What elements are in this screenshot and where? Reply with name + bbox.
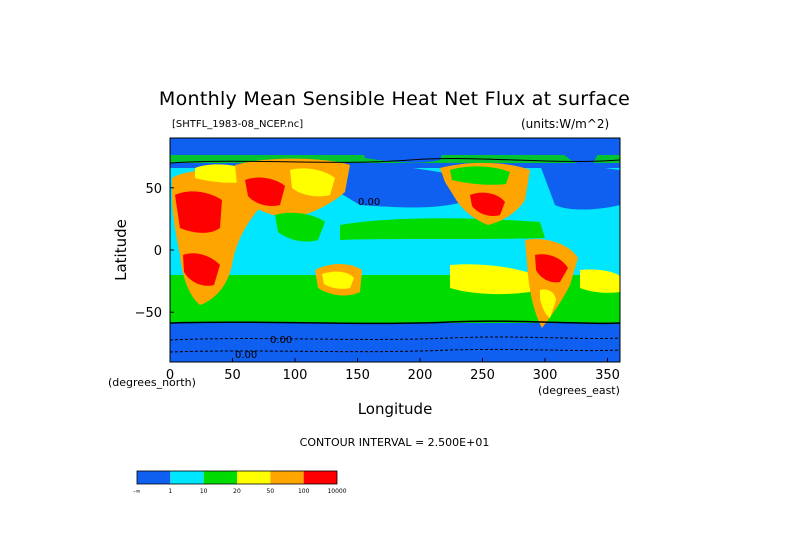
contour-line-south bbox=[170, 320, 620, 325]
contour-line-north bbox=[170, 158, 620, 164]
y-tick-label: 0 bbox=[154, 244, 162, 259]
x-tick-label: 200 bbox=[408, 368, 433, 383]
x-tick-label: 100 bbox=[283, 368, 308, 383]
colorbar-label: 20 bbox=[233, 488, 241, 495]
colorbar-swatch bbox=[270, 471, 304, 484]
colorbar-swatch bbox=[170, 471, 204, 484]
south-america-hot bbox=[535, 254, 568, 283]
chart-title: Monthly Mean Sensible Heat Net Flux at s… bbox=[158, 88, 631, 110]
colorbar-swatch bbox=[303, 471, 337, 484]
x-tick-label: 150 bbox=[345, 368, 370, 383]
x-tick-label: 250 bbox=[470, 368, 495, 383]
colorbar: -∞ 1 10 20 50 100 10000 bbox=[133, 470, 347, 495]
greenland-low bbox=[560, 138, 600, 166]
canada-green bbox=[450, 166, 510, 185]
x-axis-title: Longitude bbox=[357, 400, 433, 418]
colorbar-label: -∞ bbox=[133, 488, 140, 495]
colorbar-frame bbox=[136, 470, 338, 485]
contour-line-antarctic bbox=[170, 336, 620, 341]
south-pacific-yellow bbox=[450, 264, 535, 295]
north-pacific-low bbox=[330, 163, 470, 208]
y-tick-label: −50 bbox=[135, 306, 162, 321]
colorbar-label: 1 bbox=[168, 488, 172, 495]
x-tick-label: 50 bbox=[224, 368, 241, 383]
southern-africa-hot bbox=[183, 253, 220, 286]
x-axis-units-label: (degrees_north) bbox=[108, 376, 196, 389]
colorbar-swatch bbox=[237, 471, 271, 484]
contour-label-antarctic-2: 0.00 bbox=[235, 350, 257, 361]
colorbar-label: 50 bbox=[267, 488, 275, 495]
x-tick-label: 300 bbox=[533, 368, 558, 383]
central-asia-hot bbox=[245, 177, 285, 206]
south-atlantic-yellow bbox=[580, 269, 620, 293]
australia-yellow bbox=[322, 271, 354, 289]
x-tick-label: 350 bbox=[595, 368, 620, 383]
colorbar-swatch bbox=[203, 471, 237, 484]
siberia-low bbox=[360, 138, 445, 163]
north-atlantic-low bbox=[540, 163, 620, 210]
patagonia-yellow bbox=[540, 289, 556, 318]
units-label: (units:W/m^2) bbox=[521, 117, 610, 131]
antarctic-band bbox=[170, 323, 620, 362]
contour-label-antarctic: 0.00 bbox=[270, 335, 292, 346]
y-tick-label: 50 bbox=[145, 182, 162, 197]
y-axis-title: Latitude bbox=[112, 219, 130, 281]
east-asia-yellow bbox=[290, 168, 335, 197]
colorbar-label: 10 bbox=[200, 488, 208, 495]
file-label: [SHTFL_1983-08_NCEP.nc] bbox=[172, 119, 304, 130]
colorbar-label: 100 bbox=[298, 488, 310, 495]
contour-interval-label: CONTOUR INTERVAL = 2.500E+01 bbox=[299, 436, 490, 449]
y-axis: 50 0 −50 bbox=[135, 182, 174, 321]
colorbar-label: 10000 bbox=[327, 488, 346, 495]
contour-line-antarctic-2 bbox=[170, 348, 620, 353]
x-tick-label: 0 bbox=[166, 368, 174, 383]
north-america-hot bbox=[470, 192, 505, 216]
south-asia-green bbox=[275, 212, 325, 242]
contour-label-pacific: 0.00 bbox=[358, 197, 380, 208]
tropical-band bbox=[340, 218, 545, 240]
y-axis-units-label: (degrees_east) bbox=[538, 384, 620, 397]
sahara-hot bbox=[175, 191, 222, 233]
plot-area bbox=[170, 138, 620, 362]
colorbar-swatch bbox=[137, 471, 171, 484]
x-axis: 0 50 100 150 200 250 300 350 bbox=[166, 358, 620, 383]
